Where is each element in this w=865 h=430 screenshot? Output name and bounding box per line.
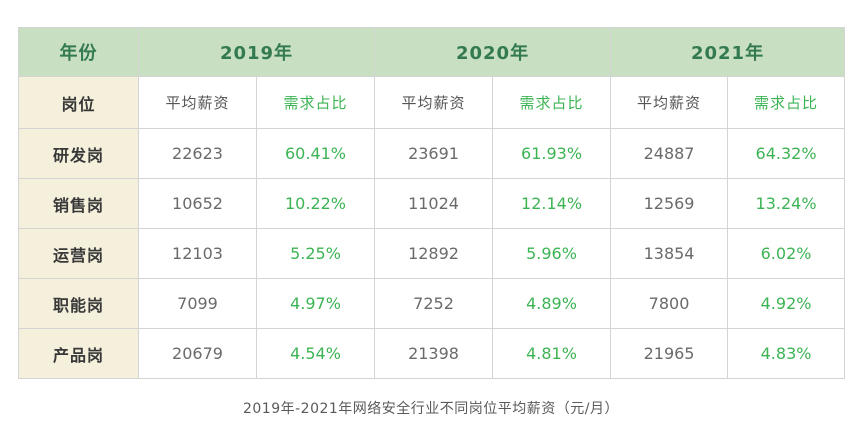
share-value: 64.32% [727,128,846,179]
row-label: 销售岗 [18,178,139,229]
salary-table: 年份 2019年 2020年 2021年 岗位 平均薪资 需求占比 平均薪资 需… [18,27,846,379]
share-value: 6.02% [727,228,846,279]
row-label: 产品岗 [18,328,139,379]
table-row-func: 职能岗 7099 4.97% 7252 4.89% 7800 4.92% [18,278,846,329]
share-value: 13.24% [727,178,846,229]
share-value: 60.41% [255,128,376,179]
year-header-2021: 2021年 [610,27,846,77]
year-header-2019: 2019年 [137,27,376,77]
salary-value: 12569 [610,178,729,229]
salary-value: 7252 [374,278,494,329]
salary-value: 11024 [374,178,494,229]
salary-value: 21398 [374,328,494,379]
year-header-row: 年份 2019年 2020年 2021年 [18,27,846,77]
salary-value: 7099 [138,278,257,329]
share-header-2020: 需求占比 [492,76,612,129]
share-value: 12.14% [492,178,612,229]
table-row-product: 产品岗 20679 4.54% 21398 4.81% 21965 4.83% [18,328,846,379]
share-value: 5.96% [492,228,612,279]
salary-header-2020: 平均薪资 [374,76,494,129]
salary-value: 21965 [610,328,729,379]
share-value: 4.81% [492,328,612,379]
row-label: 职能岗 [18,278,139,329]
share-value: 4.92% [727,278,846,329]
salary-value: 10652 [138,178,257,229]
share-value: 4.83% [727,328,846,379]
share-value: 4.54% [255,328,376,379]
table-row-sales: 销售岗 10652 10.22% 11024 12.14% 12569 13.2… [18,178,846,229]
table-row-rd: 研发岗 22623 60.41% 23691 61.93% 24887 64.3… [18,128,846,179]
year-header-2020: 2020年 [374,27,612,77]
share-value: 4.97% [255,278,376,329]
salary-value: 13854 [610,228,729,279]
row-label: 研发岗 [18,128,139,179]
salary-value: 20679 [138,328,257,379]
metric-header-row: 岗位 平均薪资 需求占比 平均薪资 需求占比 平均薪资 需求占比 [18,76,846,129]
salary-value: 24887 [610,128,729,179]
salary-value: 12103 [138,228,257,279]
salary-value: 23691 [374,128,494,179]
table-row-ops: 运营岗 12103 5.25% 12892 5.96% 13854 6.02% [18,228,846,279]
position-corner-header: 岗位 [18,76,139,129]
share-header-2021: 需求占比 [727,76,846,129]
salary-value: 7800 [610,278,729,329]
salary-header-2021: 平均薪资 [610,76,729,129]
salary-value: 12892 [374,228,494,279]
salary-value: 22623 [138,128,257,179]
row-label: 运营岗 [18,228,139,279]
share-value: 4.89% [492,278,612,329]
year-corner-header: 年份 [18,27,139,77]
share-value: 5.25% [255,228,376,279]
salary-table-container: 年份 2019年 2020年 2021年 岗位 平均薪资 需求占比 平均薪资 需… [18,27,846,379]
share-value: 61.93% [492,128,612,179]
share-value: 10.22% [255,178,376,229]
share-header-2019: 需求占比 [255,76,376,129]
salary-header-2019: 平均薪资 [138,76,257,129]
table-caption: 2019年-2021年网络安全行业不同岗位平均薪资（元/月） [242,401,620,417]
